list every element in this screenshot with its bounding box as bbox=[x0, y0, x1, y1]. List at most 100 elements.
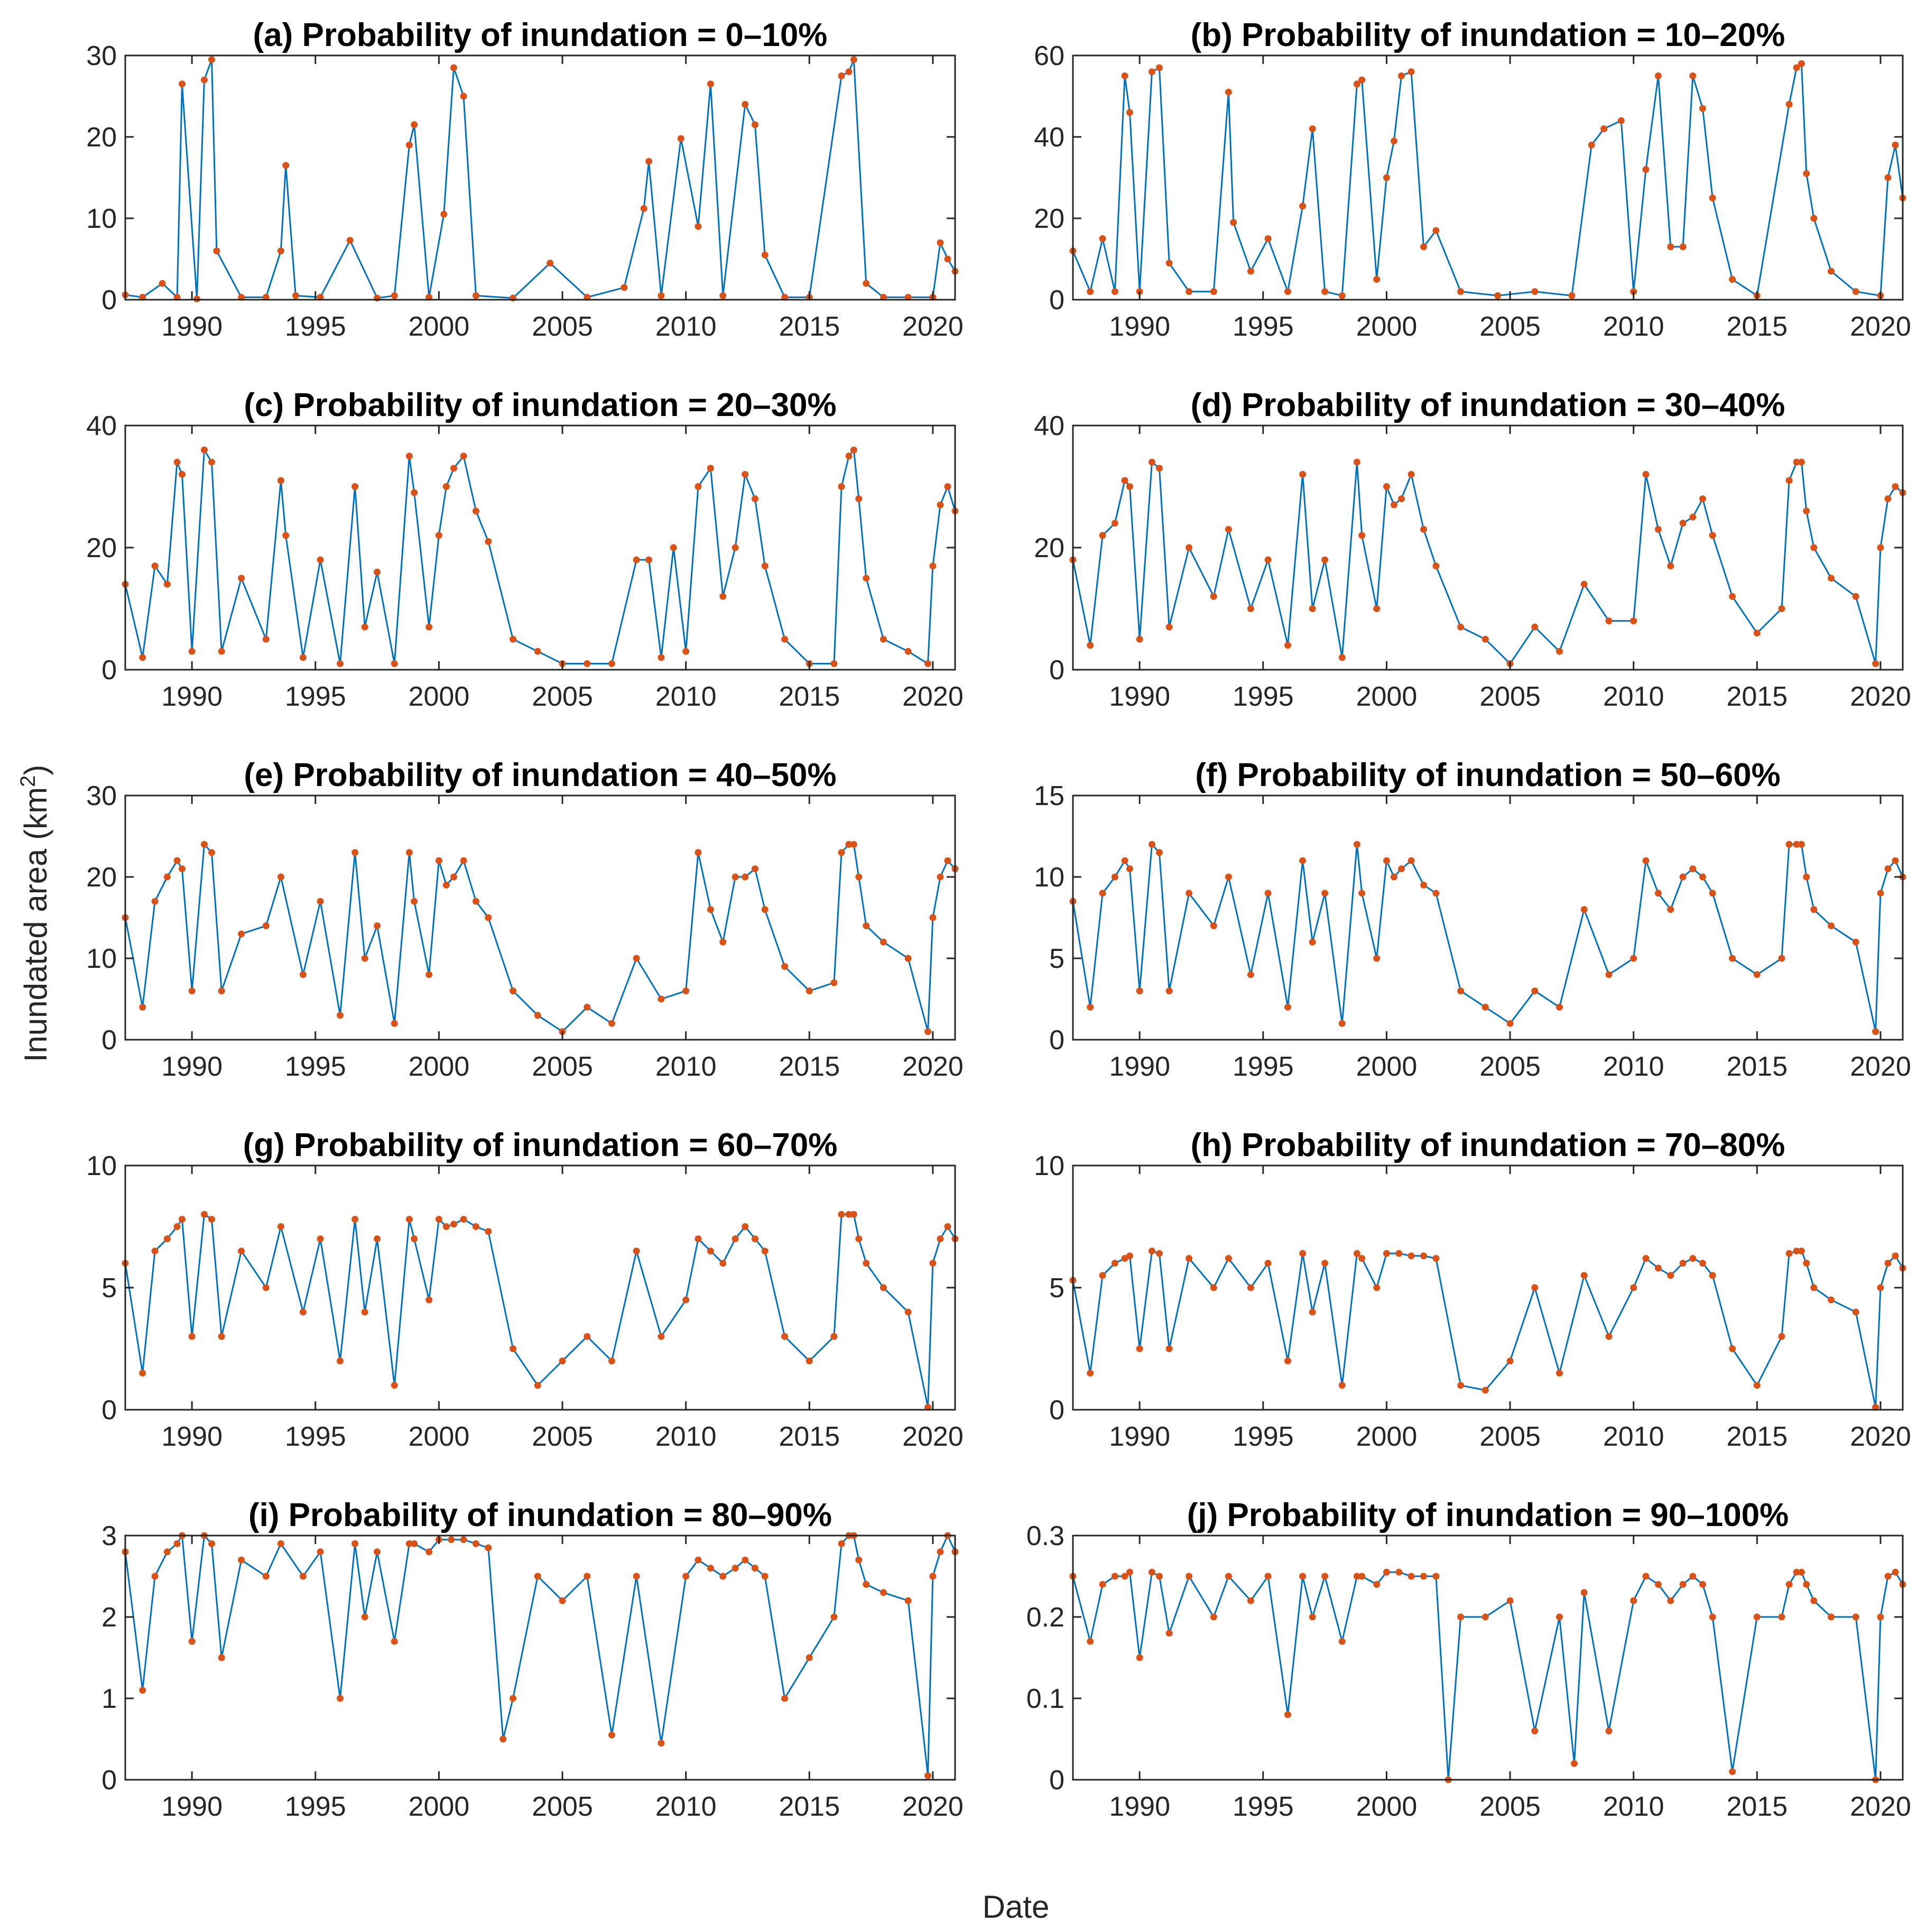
x-tick-label: 1995 bbox=[1233, 311, 1294, 342]
data-point bbox=[163, 1548, 171, 1556]
axes-frame bbox=[124, 1534, 956, 1781]
x-tick-label: 1990 bbox=[1109, 311, 1170, 342]
data-point bbox=[1398, 865, 1405, 873]
data-point bbox=[173, 1540, 181, 1547]
data-point bbox=[391, 1020, 398, 1027]
data-point bbox=[1156, 64, 1163, 71]
data-point bbox=[282, 162, 290, 169]
y-tick-label: 0 bbox=[101, 1765, 117, 1796]
series-line bbox=[124, 447, 956, 665]
data-point bbox=[163, 580, 171, 588]
x-tick-label: 2005 bbox=[1479, 1421, 1541, 1452]
data-point bbox=[262, 1284, 270, 1291]
data-point bbox=[425, 971, 433, 978]
data-point bbox=[1753, 1382, 1761, 1389]
data-point bbox=[1186, 1255, 1193, 1262]
data-point bbox=[1420, 243, 1427, 251]
panel-h: (h) Probability of inundation = 70–80% 0 5… bbox=[1034, 1127, 1911, 1452]
x-tick-label: 2000 bbox=[409, 681, 470, 712]
data-point bbox=[179, 80, 186, 88]
data-point bbox=[201, 840, 208, 848]
panel-title: (i) Probability of inundation = 80–90% bbox=[248, 1497, 832, 1533]
data-point bbox=[1225, 873, 1232, 881]
data-point bbox=[608, 1020, 615, 1027]
data-point bbox=[1321, 1260, 1329, 1267]
data-point bbox=[1667, 562, 1674, 570]
data-point bbox=[1803, 873, 1810, 881]
data-point bbox=[1353, 1250, 1360, 1257]
data-point bbox=[442, 881, 450, 889]
x-tick-label: 1990 bbox=[1109, 1051, 1170, 1082]
data-point bbox=[719, 593, 727, 600]
data-point bbox=[781, 1333, 789, 1340]
data-point bbox=[1753, 971, 1761, 978]
panel-b: (b) Probability of inundation = 10–20% 0 2… bbox=[1034, 17, 1911, 342]
x-tick-label: 1990 bbox=[161, 1791, 223, 1822]
data-point bbox=[1709, 1613, 1716, 1621]
x-tick-label: 2010 bbox=[1603, 1421, 1664, 1452]
data-point bbox=[218, 987, 225, 995]
data-point bbox=[1321, 288, 1329, 295]
axes-frame bbox=[124, 1164, 956, 1411]
data-point bbox=[1877, 1613, 1884, 1621]
data-point bbox=[1580, 906, 1588, 913]
x-tick-label: 2000 bbox=[409, 311, 470, 342]
data-point bbox=[682, 648, 690, 655]
data-point bbox=[1373, 1580, 1381, 1588]
data-point bbox=[1699, 873, 1706, 881]
data-point bbox=[405, 849, 413, 856]
data-point bbox=[608, 1357, 615, 1365]
data-point bbox=[1087, 1370, 1094, 1377]
data-point bbox=[658, 292, 665, 299]
x-tick-label: 2015 bbox=[1726, 1421, 1788, 1452]
y-tick-label: 10 bbox=[86, 204, 117, 234]
data-point bbox=[880, 1589, 887, 1596]
data-point bbox=[534, 1573, 541, 1580]
data-point bbox=[460, 93, 467, 100]
data-point bbox=[391, 1382, 398, 1389]
x-tick-label: 2020 bbox=[902, 1421, 964, 1452]
data-point bbox=[460, 857, 467, 864]
x-tick-label: 2015 bbox=[1726, 1791, 1788, 1822]
data-point bbox=[238, 1247, 245, 1255]
x-tick-label: 1995 bbox=[1233, 1791, 1294, 1822]
data-point bbox=[1358, 890, 1366, 897]
data-point bbox=[937, 873, 944, 881]
data-point bbox=[485, 914, 492, 921]
data-point bbox=[1309, 938, 1316, 946]
x-tick-label: 2015 bbox=[1726, 311, 1788, 342]
data-point bbox=[425, 1296, 433, 1304]
data-point bbox=[1689, 1255, 1697, 1262]
data-point bbox=[805, 1357, 813, 1365]
data-point bbox=[411, 489, 418, 496]
panels: (a) Probability of inundation = 0–10%010… bbox=[86, 17, 1911, 1822]
data-point bbox=[1309, 125, 1316, 133]
data-point bbox=[361, 955, 368, 962]
data-point bbox=[1667, 906, 1674, 913]
panel-title: (j) Probability of inundation = 90–100% bbox=[1187, 1497, 1789, 1533]
data-point bbox=[752, 865, 758, 873]
data-point bbox=[1390, 137, 1397, 145]
data-point bbox=[707, 80, 714, 88]
data-point bbox=[929, 562, 937, 570]
data-point bbox=[929, 1260, 937, 1267]
data-point bbox=[1149, 1247, 1155, 1255]
data-point bbox=[855, 1235, 863, 1243]
data-point bbox=[1852, 1613, 1859, 1621]
data-point bbox=[761, 1573, 768, 1580]
data-point bbox=[1531, 1727, 1539, 1735]
data-point bbox=[863, 1580, 870, 1588]
data-point bbox=[1383, 1568, 1390, 1576]
data-point bbox=[460, 452, 467, 460]
data-point bbox=[1605, 971, 1613, 978]
axes-frame bbox=[1072, 424, 1904, 671]
data-point bbox=[151, 1573, 159, 1580]
data-point bbox=[1210, 1284, 1217, 1291]
data-point bbox=[1810, 1284, 1818, 1291]
data-point bbox=[1373, 1284, 1381, 1291]
data-point bbox=[1729, 1768, 1736, 1776]
data-point bbox=[238, 1556, 245, 1564]
data-point bbox=[361, 1308, 368, 1316]
data-point bbox=[1556, 648, 1563, 655]
data-point bbox=[1689, 865, 1697, 873]
